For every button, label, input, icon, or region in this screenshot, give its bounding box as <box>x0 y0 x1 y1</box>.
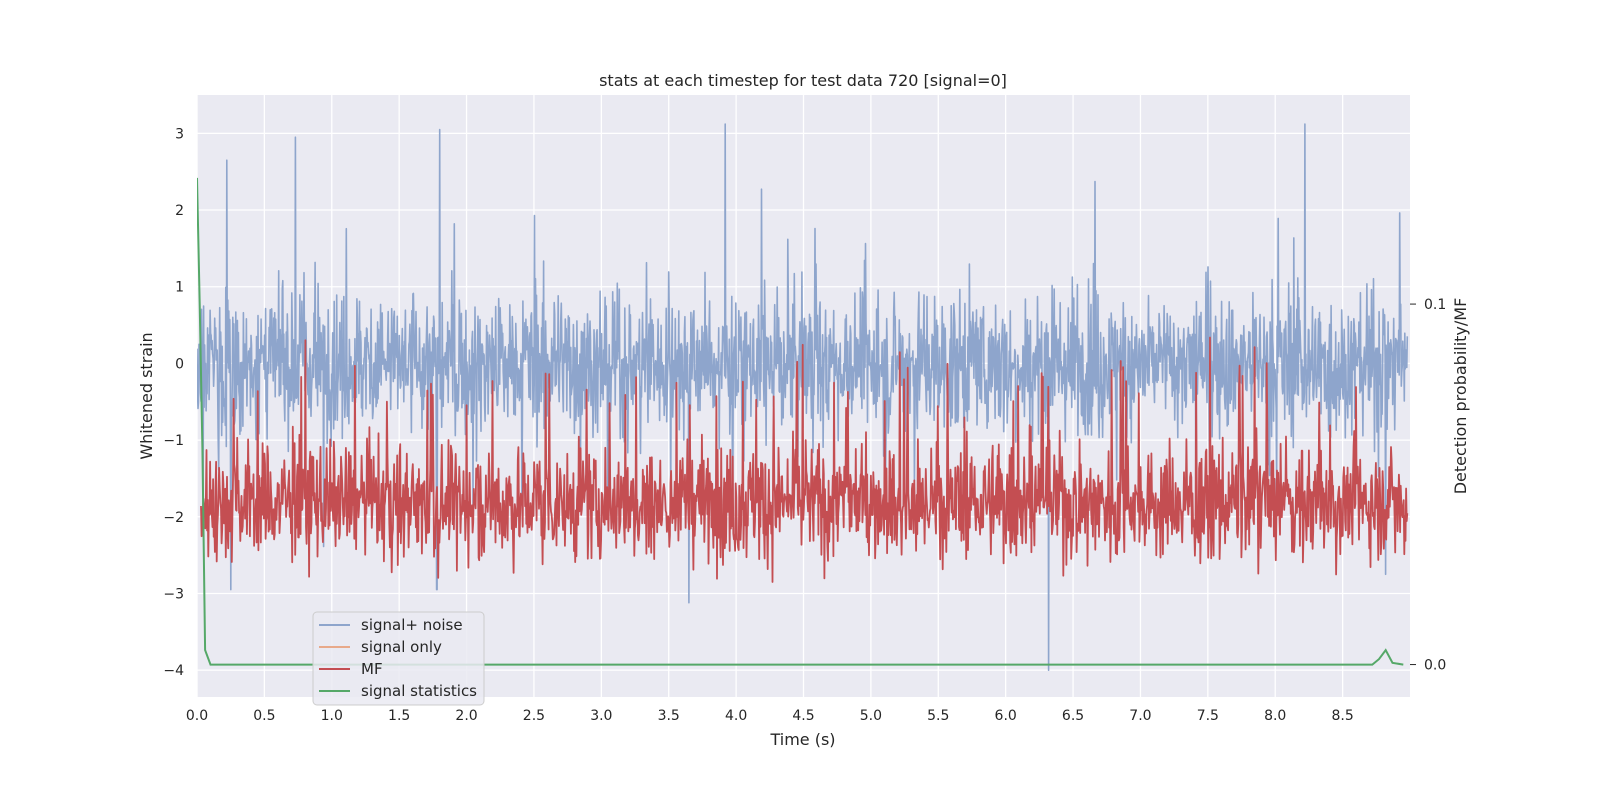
x-tick-label: 0.5 <box>253 708 275 724</box>
x-tick-label: 3.0 <box>590 708 612 724</box>
x-tick-label: 8.0 <box>1264 708 1286 724</box>
series-signal-noise <box>197 123 1409 671</box>
legend-label-signal-only: signal only <box>361 638 442 656</box>
y-tick-label: −2 <box>163 510 184 526</box>
x-tick-label: 1.5 <box>388 708 410 724</box>
y-tick-label: 1 <box>175 280 184 296</box>
x-tick-label: 4.5 <box>792 708 814 724</box>
x-axis-label: Time (s) <box>769 730 835 749</box>
legend-box <box>312 611 485 706</box>
y2-axis-label: Detection probability/MF <box>1451 298 1470 495</box>
x-tick-label: 2.0 <box>455 708 477 724</box>
legend-label-mf: MF <box>361 660 383 678</box>
y-tick-label: −4 <box>163 663 184 679</box>
y-axis-ticks: −4 −3 −2 −1 0 1 2 3 <box>163 126 184 679</box>
x-tick-label: 3.5 <box>658 708 680 724</box>
y-tick-label: 2 <box>175 203 184 219</box>
x-tick-label: 4.0 <box>725 708 747 724</box>
x-tick-label: 2.5 <box>523 708 545 724</box>
legend-label-signal-noise: signal+ noise <box>361 616 463 634</box>
y-tick-label: 3 <box>175 126 184 142</box>
x-tick-label: 6.5 <box>1062 708 1084 724</box>
y2-tick-label: 0.1 <box>1424 297 1446 313</box>
plot-content <box>197 123 1409 671</box>
x-axis-ticks: 0.0 0.5 1.0 1.5 2.0 2.5 3.0 3.5 4.0 4.5 5.0 5.5 6.0 6… <box>186 708 1354 724</box>
x-tick-label: 5.5 <box>927 708 949 724</box>
legend-label-signal-statistics: signal statistics <box>361 682 477 700</box>
y-tick-label: 0 <box>175 356 184 372</box>
series-mf <box>200 336 1409 583</box>
y-tick-label: −1 <box>163 433 184 449</box>
y2-axis-ticks: 0.0 0.1 <box>1410 297 1446 674</box>
x-tick-label: 8.5 <box>1331 708 1353 724</box>
chart-title: stats at each timestep for test data 720… <box>599 71 1007 90</box>
x-tick-label: 7.5 <box>1197 708 1219 724</box>
x-tick-label: 6.0 <box>995 708 1017 724</box>
y-axis-label: Whitened strain <box>137 332 156 459</box>
y2-tick-label: 0.0 <box>1424 658 1446 674</box>
x-tick-label: 1.0 <box>321 708 343 724</box>
series-signal-statistics <box>197 177 1404 666</box>
x-tick-label: 0.0 <box>186 708 208 724</box>
y-tick-label: −3 <box>163 586 184 602</box>
x-tick-label: 7.0 <box>1129 708 1151 724</box>
x-tick-label: 5.0 <box>860 708 882 724</box>
legend: signal+ noise signal only MF signal stat… <box>312 611 485 706</box>
